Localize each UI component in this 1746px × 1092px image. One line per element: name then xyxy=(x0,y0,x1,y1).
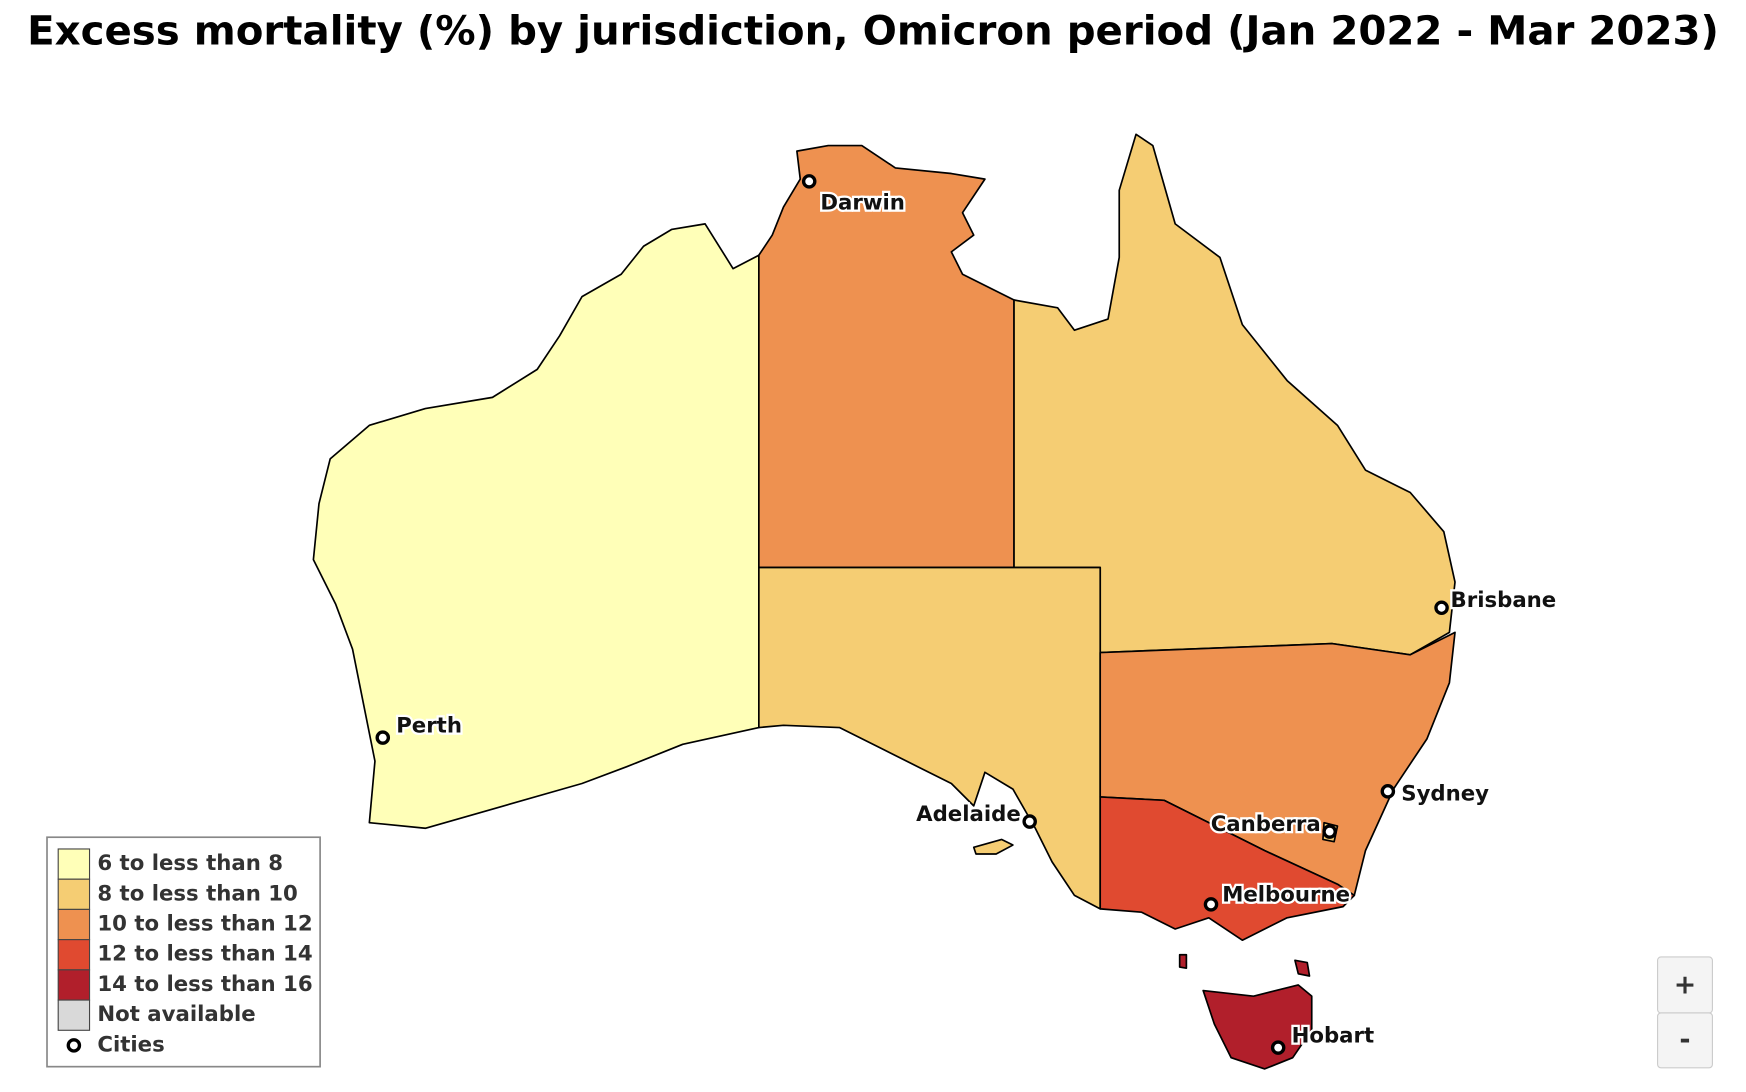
city-label: Melbourne xyxy=(1222,882,1350,907)
city-marker xyxy=(1434,600,1449,616)
legend-swatch xyxy=(57,969,91,1001)
legend-label: 6 to less than 8 xyxy=(97,851,283,876)
zoom-out-button[interactable]: - xyxy=(1657,1012,1713,1069)
legend-box xyxy=(46,836,321,1068)
city-label: Perth xyxy=(396,713,462,738)
region xyxy=(312,223,760,830)
legend-swatch xyxy=(57,848,91,880)
map-title: Excess mortality (%) by jurisdiction, Om… xyxy=(27,8,1719,55)
city-marker xyxy=(801,174,817,189)
region xyxy=(1178,953,1188,970)
city-marker xyxy=(1380,784,1396,799)
legend-swatch xyxy=(57,939,91,971)
regions xyxy=(312,133,1456,1070)
region xyxy=(1294,959,1311,977)
city-label: Darwin xyxy=(820,191,905,216)
legend-swatch xyxy=(57,908,91,941)
city-label: Brisbane xyxy=(1451,588,1557,613)
legend-label: 12 to less than 14 xyxy=(97,942,312,967)
cities: Darwin Perth Adelaide Brisbane Sydney Canberr… xyxy=(375,174,1558,1055)
region xyxy=(972,838,1014,855)
legend-label: Not available xyxy=(97,1002,255,1027)
region xyxy=(1099,796,1356,942)
city-marker xyxy=(1322,824,1337,839)
legend: 6 to less than 8 8 to less than 10 10 to l… xyxy=(46,836,321,1068)
city-label: Hobart xyxy=(1292,1023,1375,1048)
city-label: Canberra xyxy=(1211,812,1321,837)
zoom-out-bg[interactable] xyxy=(1657,1012,1713,1069)
zoom-out-label[interactable]: - xyxy=(1679,1024,1690,1055)
legend-label: 8 to less than 10 xyxy=(97,881,297,906)
legend-swatch xyxy=(57,878,91,910)
legend-items: 6 to less than 8 8 to less than 10 10 to l… xyxy=(57,848,313,1031)
zoom-in-button[interactable]: + xyxy=(1657,956,1713,1014)
city-marker xyxy=(1022,814,1037,829)
city-label: Adelaide xyxy=(916,802,1021,827)
region xyxy=(757,566,1102,910)
legend-city-symbol xyxy=(66,1038,82,1053)
legend-swatch xyxy=(57,999,91,1031)
legend-label: 14 to less than 16 xyxy=(97,972,312,997)
legend-label: 10 to less than 12 xyxy=(97,912,312,937)
city-marker xyxy=(1270,1040,1286,1055)
legend-label: Cities xyxy=(97,1032,164,1057)
city-label: Sydney xyxy=(1401,782,1489,807)
zoom-in-label[interactable]: + xyxy=(1674,970,1697,1001)
city-marker xyxy=(375,730,391,745)
city-marker xyxy=(1203,897,1219,912)
